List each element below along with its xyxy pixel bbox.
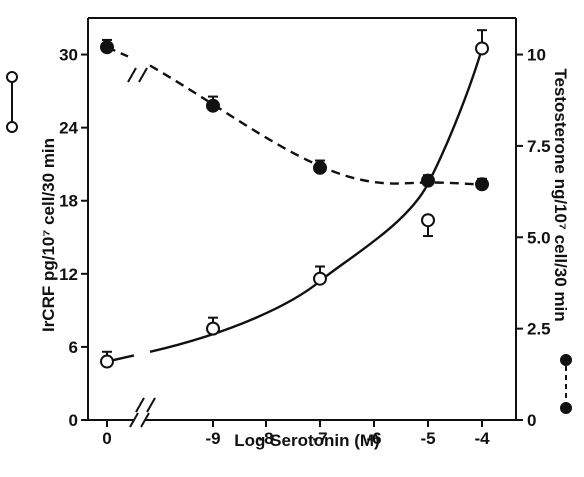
x-axis-break-mark xyxy=(140,412,150,428)
y-right-tick-label: 0 xyxy=(527,411,536,430)
axis-labels: Log Serotonin (M) IrCRF pg/10⁷ cell/30 m… xyxy=(39,68,570,450)
x-tick-label: -8 xyxy=(258,429,273,448)
irCRF-fitted-curve xyxy=(149,48,484,353)
y-right-tick-label: 5.0 xyxy=(527,228,551,247)
testosterone-data-point xyxy=(313,160,327,175)
y-left-tick-label: 0 xyxy=(69,411,78,430)
x-axis-title: Log Serotonin (M) xyxy=(234,431,379,450)
legend-keys xyxy=(6,71,572,414)
y-left-tick-label: 18 xyxy=(59,192,78,211)
y-left-tick-label: 6 xyxy=(69,338,78,357)
y-right-tick-label: 7.5 xyxy=(527,137,551,156)
filled-circle-key-icon xyxy=(560,354,572,366)
axes: 0 -9 -8 -7 -6 -5 -4 0 6 12 18 24 30 0 2.5 5.0 7.5 10 xyxy=(59,17,551,448)
curve-break-mark xyxy=(146,397,156,413)
x-tick-label: 0 xyxy=(102,429,111,448)
fitted-curves xyxy=(106,46,484,363)
x-axis-break-mark xyxy=(129,412,139,428)
y-right-tick-label: 10 xyxy=(527,46,546,65)
irCRF-data-point xyxy=(475,41,489,56)
testosterone-data-point xyxy=(475,177,489,192)
curve-break-mark xyxy=(127,67,137,83)
irCRF-data-point xyxy=(313,271,327,286)
x-tick-label: -7 xyxy=(312,429,327,448)
x-tick-label: -6 xyxy=(366,429,381,448)
y-left-tick-label: 30 xyxy=(59,46,78,65)
x-tick-label: -4 xyxy=(474,429,490,448)
testosterone-data-point xyxy=(206,98,220,113)
y-left-tick-label: 12 xyxy=(59,265,78,284)
irCRF-data-point xyxy=(206,321,220,336)
testosterone-data-point xyxy=(100,40,114,55)
x-tick-label: -9 xyxy=(205,429,220,448)
testosterone-data-point xyxy=(421,173,435,188)
irCRF-data-point xyxy=(100,354,114,369)
filled-circle-key-icon xyxy=(560,402,572,414)
open-circle-key-icon xyxy=(6,121,18,133)
irCRF-data-point xyxy=(421,213,435,228)
y-right-tick-label: 2.5 xyxy=(527,320,551,339)
curve-break-mark xyxy=(135,397,145,413)
y-right-axis-title: Testosterone ng/10⁷ cell/30 min xyxy=(551,68,570,321)
y-left-axis-title: IrCRF pg/10⁷ cell/30 min xyxy=(39,138,58,332)
curve-break-mark xyxy=(138,67,148,83)
data-points xyxy=(100,29,489,369)
y-left-tick-label: 24 xyxy=(59,119,78,138)
open-circle-key-icon xyxy=(6,71,18,83)
x-tick-label: -5 xyxy=(420,429,435,448)
